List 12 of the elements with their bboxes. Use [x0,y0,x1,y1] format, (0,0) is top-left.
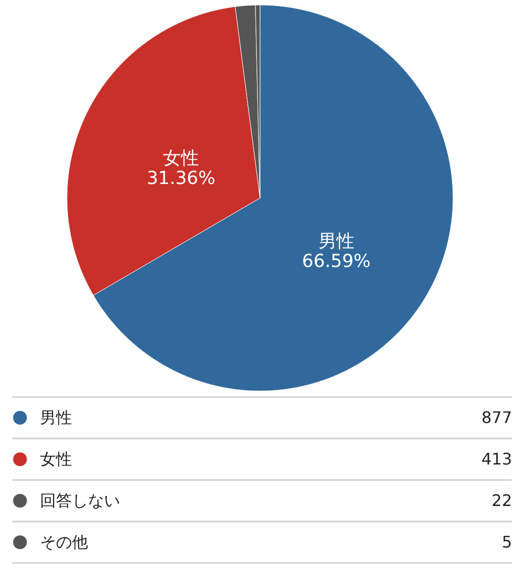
data-label: 5 [502,532,512,552]
slice-label: 女性 [163,148,200,170]
legend-label: 男性 [40,408,72,427]
data-label: 877 [481,408,512,427]
legend-label: 女性 [40,449,72,468]
legend-label: その他 [40,532,88,552]
text: 31.36% [146,168,216,190]
data-label: 413 [481,449,512,468]
text: 66.59% [302,250,371,272]
legend-label: 回答しない [40,490,120,510]
slice-label: 男性 [318,230,354,252]
data-label: 22 [492,490,512,510]
